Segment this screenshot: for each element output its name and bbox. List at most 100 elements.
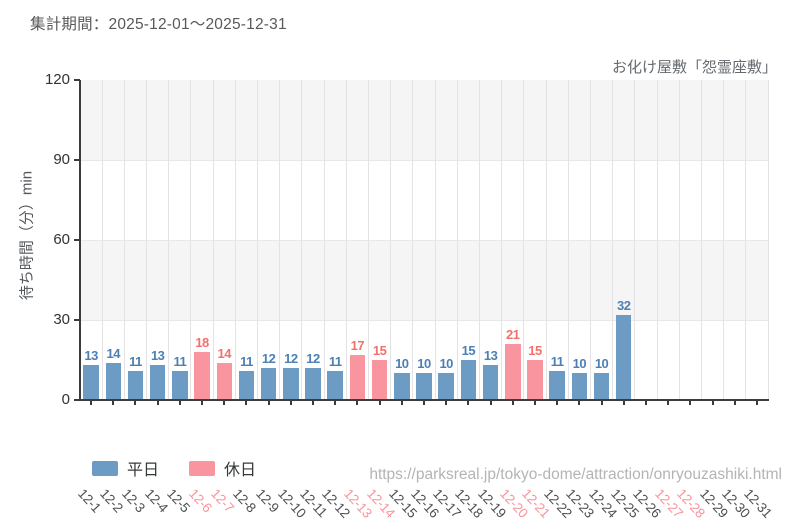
bar-12-6 <box>194 352 210 400</box>
x-axis-tick <box>178 401 181 405</box>
y-axis-tick <box>74 239 80 241</box>
bar-12-18 <box>460 360 477 400</box>
x-tick-label-12-8: 12-8 <box>230 486 260 516</box>
bar-value-label: 11 <box>240 353 253 369</box>
x-axis-tick <box>312 401 315 405</box>
vertical-gridline <box>345 80 347 400</box>
vertical-gridline <box>634 80 636 400</box>
bar-12-8 <box>238 370 255 400</box>
y-tick-label: 120 <box>44 71 70 88</box>
bar-value-label: 13 <box>150 348 165 364</box>
vertical-gridline <box>700 80 702 400</box>
aggregation-period-title: 集計期間：2025-12-01～2025-12-31 <box>30 16 287 33</box>
vertical-gridline <box>456 80 458 400</box>
bar-12-16 <box>416 373 432 400</box>
bar-value-label: 13 <box>84 348 98 364</box>
bar-value-label: 11 <box>550 353 564 369</box>
x-axis-tick <box>733 401 736 405</box>
background-band <box>80 80 768 160</box>
bar-12-7 <box>216 362 232 400</box>
x-axis-tick <box>711 401 714 405</box>
x-axis-tick <box>755 401 758 405</box>
x-axis-tick <box>622 401 625 405</box>
bar-12-3 <box>127 370 144 400</box>
bar-12-17 <box>438 373 454 400</box>
vertical-gridline <box>301 80 303 400</box>
vertical-gridline <box>567 80 569 400</box>
bar-value-label: 18 <box>195 335 209 350</box>
bar-12-19 <box>482 365 499 400</box>
bar-12-23 <box>571 373 588 400</box>
x-tick-label-12-1: 12-1 <box>75 486 104 516</box>
bar-12-25 <box>615 314 632 400</box>
x-axis-tick <box>533 401 536 405</box>
bar-12-22 <box>549 370 565 400</box>
vertical-gridline <box>412 80 414 400</box>
wait-time-chart-page: 集計期間：2025-12-01～2025-12-31 お化け屋敷「怨霊座敷」 待… <box>19 16 783 521</box>
x-axis-tick <box>378 401 381 405</box>
bar-12-21 <box>527 360 543 400</box>
bar-value-label: 11 <box>129 353 142 369</box>
vertical-gridline <box>767 80 769 400</box>
y-tick-label: 60 <box>53 231 70 248</box>
x-axis-tick <box>90 401 93 405</box>
bar-value-label: 12 <box>284 351 298 366</box>
y-axis-spine <box>79 80 81 400</box>
x-axis-tick <box>112 401 115 405</box>
bar-value-label: 11 <box>328 353 342 369</box>
bar-12-13 <box>349 354 366 400</box>
holiday-legend-label: 休日 <box>224 462 257 479</box>
x-axis-tick <box>667 401 670 405</box>
weekday-color-swatch <box>92 460 118 476</box>
x-axis-tick <box>134 401 137 405</box>
bar-12-2 <box>105 362 122 400</box>
vertical-gridline <box>257 80 259 400</box>
vertical-gridline <box>478 80 480 400</box>
vertical-gridline <box>723 80 725 400</box>
bar-12-1 <box>83 365 99 400</box>
x-axis-tick <box>556 401 559 405</box>
vertical-gridline <box>123 80 125 400</box>
source-url-watermark: https://parksreal.jp/tokyo-dome/attracti… <box>369 466 782 483</box>
bar-12-24 <box>593 373 610 400</box>
x-axis-tick <box>489 401 492 405</box>
x-axis-tick <box>689 401 692 405</box>
bar-value-label: 10 <box>395 356 409 372</box>
x-axis-tick <box>600 401 603 405</box>
chart-legend: 平日 休日 <box>92 456 256 480</box>
bar-value-label: 10 <box>417 356 431 372</box>
x-axis-tick <box>356 401 359 405</box>
bar-value-label: 15 <box>461 343 476 358</box>
vertical-gridline <box>589 80 591 400</box>
x-axis-tick <box>644 401 647 405</box>
horizontal-gridline <box>80 240 768 241</box>
bar-12-20 <box>505 344 521 400</box>
x-tick-label-12-5: 12-5 <box>163 486 193 516</box>
bar-value-label: 10 <box>572 356 587 372</box>
bar-value-label: 12 <box>261 351 276 366</box>
horizontal-gridline <box>80 320 768 321</box>
x-axis-tick <box>201 401 204 405</box>
vertical-gridline <box>279 80 281 400</box>
bar-value-label: 32 <box>617 297 631 313</box>
bar-12-11 <box>305 368 321 400</box>
x-tick-label-12-6: 12-6 <box>186 486 215 516</box>
vertical-gridline <box>368 80 370 400</box>
vertical-gridline <box>501 80 503 400</box>
vertical-gridline <box>434 80 436 400</box>
vertical-gridline <box>656 80 658 400</box>
bar-12-15 <box>394 373 410 400</box>
y-tick-label: 30 <box>53 311 70 328</box>
bar-12-10 <box>283 368 299 400</box>
x-tick-label-12-7: 12-7 <box>208 486 238 516</box>
vertical-gridline <box>612 80 614 400</box>
y-tick-label: 90 <box>53 151 70 168</box>
x-tick-label-12-2: 12-2 <box>97 486 127 516</box>
legend-item-holiday: 休日 <box>189 456 256 480</box>
x-tick-label-12-4: 12-4 <box>141 486 171 516</box>
bar-12-4 <box>149 365 166 400</box>
vertical-gridline <box>190 80 192 400</box>
x-axis-tick <box>467 401 470 405</box>
bar-value-label: 21 <box>506 327 520 342</box>
bar-value-label: 15 <box>528 343 542 358</box>
